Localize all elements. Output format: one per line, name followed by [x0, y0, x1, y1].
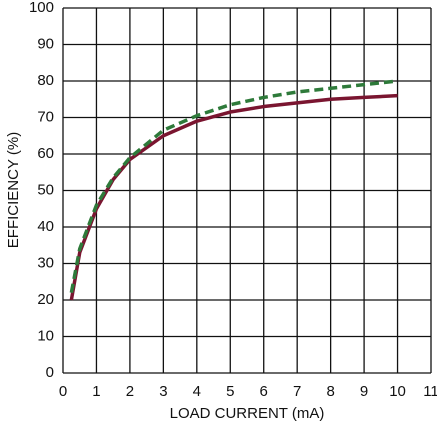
y-tick-label: 50 — [37, 181, 54, 198]
y-tick-label: 90 — [37, 35, 54, 52]
x-tick-label: 0 — [59, 383, 67, 400]
y-tick-label: 60 — [37, 145, 54, 162]
y-tick-label: 10 — [37, 327, 54, 344]
y-tick-label: 40 — [37, 218, 54, 235]
x-tick-label: 1 — [92, 383, 100, 400]
y-tick-label: 100 — [29, 0, 54, 16]
x-tick-label: 5 — [226, 383, 234, 400]
x-tick-label: 11 — [423, 383, 437, 400]
x-tick-label: 4 — [193, 383, 201, 400]
x-tick-label: 10 — [389, 383, 406, 400]
x-tick-label: 3 — [159, 383, 167, 400]
y-tick-label: 80 — [37, 72, 54, 89]
x-axis-label: LOAD CURRENT (mA) — [170, 405, 325, 422]
x-tick-label: 9 — [360, 383, 368, 400]
x-tick-label: 7 — [293, 383, 301, 400]
series-line — [69, 93, 398, 301]
x-tick-label: 6 — [260, 383, 268, 400]
x-tick-label: 8 — [326, 383, 334, 400]
y-tick-label: 30 — [37, 254, 54, 271]
y-axis-label: EFFICIENCY (%) — [5, 132, 22, 248]
x-tick-label: 2 — [126, 383, 134, 400]
y-tick-label: 20 — [37, 291, 54, 308]
series-line — [69, 79, 398, 294]
y-tick-label: 0 — [46, 364, 54, 381]
y-tick-label: 70 — [37, 108, 54, 125]
